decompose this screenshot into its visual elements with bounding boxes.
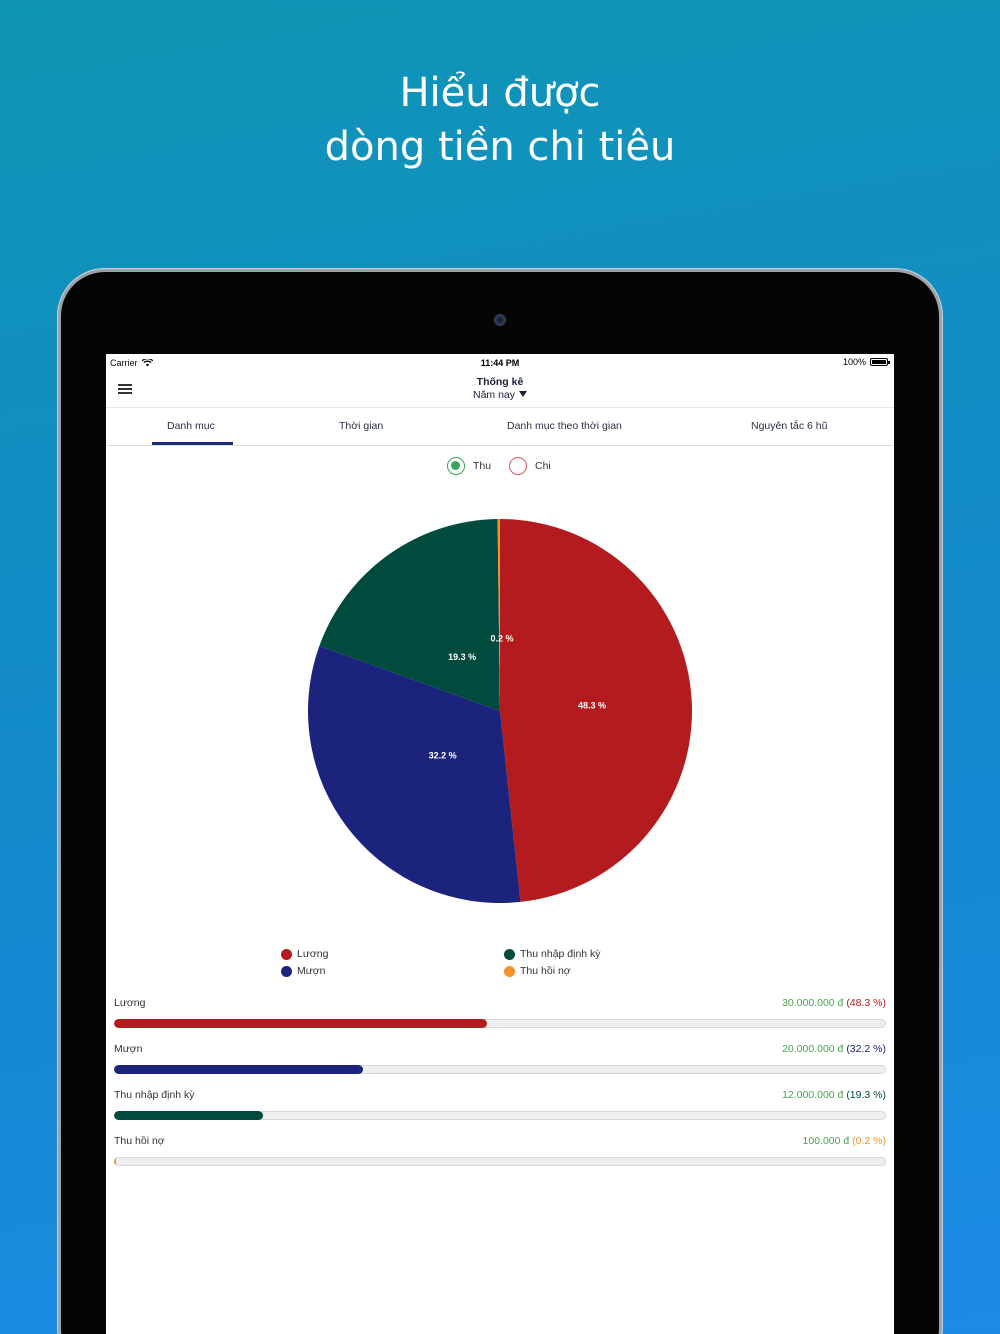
pie-label-2: 19.3 % — [448, 652, 476, 662]
headline-line-2: dòng tiền chi tiêu — [324, 124, 676, 170]
radio-expense-label: Chi — [535, 460, 551, 472]
percent-value: (32.2 %) — [846, 1043, 886, 1055]
pie-slice-3[interactable] — [497, 519, 500, 711]
list-item[interactable]: Thu nhập định kỳ 12.000.000 đ (19.3 %) — [106, 1089, 894, 1135]
progress-fill — [114, 1111, 263, 1120]
battery-indicator: 100% — [842, 357, 890, 367]
pie-chart-svg: 48.3 % 32.2 % 19.3 % 0.2 % — [308, 519, 693, 903]
battery-percent: 100% — [842, 357, 866, 367]
pie-slice-2[interactable] — [319, 519, 500, 711]
amount-value: 20.000.000 đ — [782, 1043, 844, 1055]
caret-down-icon — [519, 391, 527, 397]
wifi-icon — [141, 359, 153, 367]
legend-label: Mượn — [297, 965, 326, 977]
promo-headline: Hiểu được dòng tiền chi tiêu — [0, 66, 1000, 174]
camera-icon — [494, 314, 506, 326]
tab-category-over-time[interactable]: Danh mục theo thời gian — [507, 420, 622, 432]
category-amount: 30.000.000 đ (48.3 %) — [782, 997, 886, 1009]
amount-value: 30.000.000 đ — [782, 997, 844, 1009]
category-label: Mượn — [114, 1043, 143, 1055]
percent-value: (48.3 %) — [846, 997, 886, 1009]
legend-label: Thu nhập định kỳ — [520, 948, 601, 960]
tab-category[interactable]: Danh mục — [167, 420, 215, 432]
legend-item-thu-nhap: Thu nhập định kỳ — [504, 948, 601, 960]
nav-bar: Thống kê Năm nay — [106, 372, 894, 408]
app-screen: Carrier 11:44 PM 100% Thống kê Năm nay D… — [106, 354, 894, 1334]
category-label: Thu hồi nợ — [114, 1135, 165, 1147]
page-title: Thống kê — [476, 376, 524, 388]
radio-unselected-icon — [509, 457, 527, 475]
radio-income-label: Thu — [473, 460, 492, 472]
battery-icon — [870, 358, 890, 366]
active-tab-indicator — [152, 442, 233, 445]
pie-label-3: 0.2 % — [490, 633, 513, 643]
pie-slice-0[interactable] — [500, 519, 693, 902]
legend-dot — [504, 948, 515, 960]
percent-value: (19.3 %) — [846, 1089, 886, 1101]
tab-bar: Danh mục Thời gian Danh mục theo thời gi… — [106, 409, 894, 446]
category-label: Thu nhập định kỳ — [114, 1089, 195, 1101]
category-amount: 100.000 đ (0.2 %) — [803, 1135, 886, 1147]
list-item[interactable]: Mượn 20.000.000 đ (32.2 %) — [106, 1043, 894, 1089]
radio-income[interactable]: Thu — [447, 457, 491, 475]
legend-dot — [504, 965, 515, 977]
progress-fill — [114, 1157, 117, 1166]
period-selector[interactable]: Năm nay — [106, 389, 894, 401]
tab-time[interactable]: Thời gian — [339, 420, 384, 432]
headline-line-1: Hiểu được — [399, 70, 601, 116]
carrier-indicator: Carrier — [110, 358, 153, 368]
status-bar: Carrier 11:44 PM 100% — [106, 354, 894, 372]
progress-track — [114, 1019, 886, 1028]
list-item[interactable]: Thu hồi nợ 100.000 đ (0.2 %) — [106, 1135, 894, 1181]
hamburger-menu-icon[interactable] — [118, 384, 132, 394]
progress-track — [114, 1065, 886, 1074]
tab-six-jars[interactable]: Nguyên tắc 6 hũ — [751, 420, 828, 432]
income-expense-toggle: Thu Chi — [106, 457, 894, 477]
progress-fill — [114, 1065, 363, 1074]
category-label: Lương — [114, 997, 146, 1009]
clock: 11:44 PM — [480, 358, 520, 368]
legend-item-muon: Mượn — [281, 965, 326, 977]
legend-dot — [281, 965, 292, 977]
radio-expense[interactable]: Chi — [509, 457, 551, 475]
category-breakdown-list: Lương 30.000.000 đ (48.3 %) Mượn 20.000.… — [106, 997, 894, 1181]
pie-chart: 48.3 % 32.2 % 19.3 % 0.2 % — [306, 517, 694, 905]
legend-item-luong: Lương — [281, 948, 328, 960]
carrier-label: Carrier — [110, 358, 138, 368]
category-amount: 20.000.000 đ (32.2 %) — [782, 1043, 886, 1055]
pie-label-1: 32.2 % — [429, 750, 457, 760]
percent-value: (0.2 %) — [852, 1135, 886, 1147]
pie-label-0: 48.3 % — [578, 700, 606, 710]
amount-value: 12.000.000 đ — [782, 1089, 844, 1101]
progress-track — [114, 1157, 886, 1166]
amount-value: 100.000 đ — [802, 1135, 850, 1147]
period-label: Năm nay — [472, 389, 515, 401]
category-amount: 12.000.000 đ (19.3 %) — [782, 1089, 886, 1101]
legend-dot — [281, 948, 292, 960]
list-item[interactable]: Lương 30.000.000 đ (48.3 %) — [106, 997, 894, 1043]
progress-track — [114, 1111, 886, 1120]
radio-selected-icon — [447, 457, 465, 475]
legend-label: Thu hồi nợ — [520, 965, 571, 977]
pie-slice-1[interactable] — [308, 645, 521, 903]
progress-fill — [114, 1019, 487, 1028]
legend-label: Lương — [297, 948, 329, 960]
legend-item-thu-hoi-no: Thu hồi nợ — [504, 965, 571, 977]
